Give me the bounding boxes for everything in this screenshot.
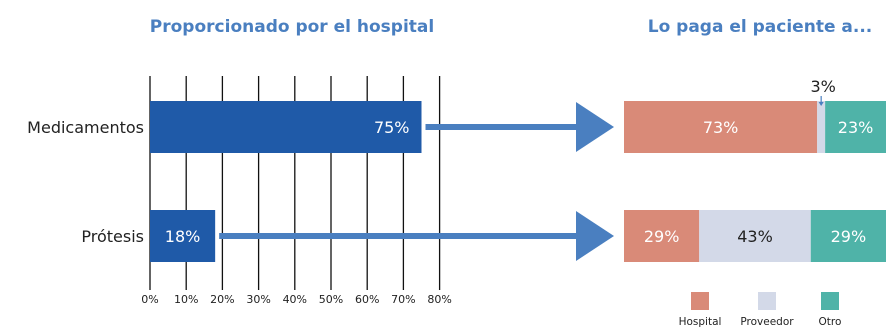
- legend-swatch: [821, 292, 839, 310]
- left-chart-bars: 75% 18%: [150, 101, 422, 262]
- bar-value-label: 18%: [165, 227, 201, 246]
- bar: [150, 210, 216, 262]
- stacked-segment: [810, 210, 886, 262]
- x-tick-label: 0%: [141, 293, 158, 306]
- category-label: Medicamentos: [27, 118, 144, 137]
- stacked-segment: [817, 101, 826, 153]
- segment-value-label: 29%: [831, 227, 867, 246]
- stacked-segment: [624, 101, 818, 153]
- x-tick-label: 20%: [210, 293, 234, 306]
- right-chart-stacked-bars: 73% 3% 23% 29% 43% 29%: [624, 77, 886, 262]
- legend-label: Hospital: [679, 316, 722, 327]
- segment-value-label: 73%: [703, 118, 739, 137]
- x-tick-label: 50%: [319, 293, 343, 306]
- right-chart-title: Lo paga el paciente a...: [648, 17, 873, 37]
- x-tick-label: 60%: [355, 293, 379, 306]
- left-chart-title: Proporcionado por el hospital: [150, 17, 434, 37]
- segment-value-label: 3%: [810, 77, 835, 96]
- x-tick-label: 40%: [283, 293, 307, 306]
- left-chart-x-axis: 0% 10% 20% 30% 40% 50% 60% 70% 80%: [141, 293, 452, 306]
- legend-swatch: [758, 292, 776, 310]
- arrow-shaft: [425, 124, 580, 130]
- legend-swatch: [691, 292, 709, 310]
- callout-arrowhead: [818, 102, 824, 106]
- segment-value-label: 29%: [644, 227, 680, 246]
- arrow-shaft: [219, 233, 580, 239]
- flow-arrows: [219, 102, 614, 261]
- arrow-head: [576, 211, 614, 261]
- legend-label: Otro: [819, 316, 842, 327]
- legend-label: Proveedor: [740, 316, 794, 327]
- segment-value-label: 43%: [737, 227, 773, 246]
- bar: [150, 101, 422, 153]
- stacked-segment: [624, 210, 700, 262]
- x-tick-label: 10%: [174, 293, 198, 306]
- category-label: Prótesis: [81, 227, 144, 246]
- bar-value-label: 75%: [374, 118, 410, 137]
- stacked-segment: [825, 101, 886, 153]
- x-tick-label: 70%: [391, 293, 415, 306]
- x-tick-label: 30%: [246, 293, 270, 306]
- segment-value-label: 23%: [838, 118, 874, 137]
- stacked-segment: [699, 210, 811, 262]
- arrow-head: [576, 102, 614, 152]
- left-chart-category-labels: Medicamentos Prótesis: [27, 118, 144, 246]
- x-tick-label: 80%: [427, 293, 451, 306]
- right-chart-legend: Hospital Proveedor Otro: [679, 292, 842, 327]
